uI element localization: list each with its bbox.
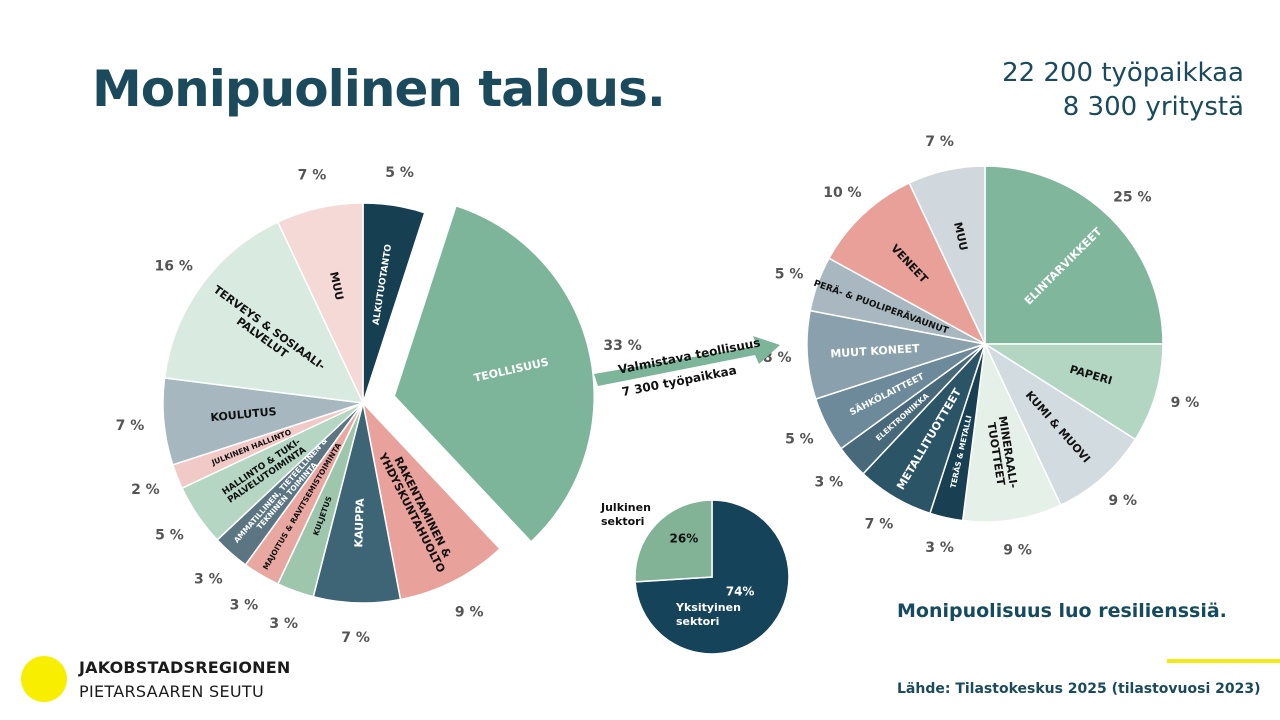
slice-alkutuotanto-percent: 5 %: [385, 165, 414, 181]
logo-circle: [21, 656, 67, 702]
slice-teollisuus-percent: 33 %: [603, 338, 641, 354]
slice-muu-label-line: MUU: [951, 221, 970, 252]
slice-muut-koneet-label: MUUT KONEET: [830, 342, 920, 361]
slice-muu-label-line: MUU: [327, 270, 346, 301]
slice-veneet-percent: 10 %: [823, 185, 861, 201]
slice-teollisuus: [393, 204, 595, 543]
slice-kauppa-percent: 7 %: [341, 630, 370, 646]
slice-kumi-muovi: [983, 341, 1137, 507]
slice-muut-koneet-percent: 8 %: [763, 350, 792, 366]
slice-terveys-sosiaali-palvelut: [163, 221, 365, 404]
slice-mineraali-tuotteet-percent: 9 %: [1003, 543, 1032, 559]
slice-per-puoliper-vaunut-percent: 5 %: [775, 267, 804, 283]
slice-muu: [908, 165, 986, 345]
slice-muut-koneet-label-line: MUUT KONEET: [830, 342, 920, 361]
slice-veneet: [828, 181, 987, 346]
page-title: Monipuolinen talous.: [92, 60, 666, 118]
slice-muu-percent: 7 %: [925, 134, 954, 150]
logo-name-swedish: JAKOBSTADSREGIONEN: [79, 658, 291, 677]
arrow-shape: [594, 336, 780, 386]
slice-ter-s-metalli-percent: 3 %: [925, 540, 954, 556]
slice-kauppa-label-line: KAUPPA: [352, 498, 367, 548]
slice-paperi: [982, 343, 1164, 441]
slice-muut-koneet: [806, 309, 986, 400]
tagline: Monipuolisuus luo resilienssiä.: [897, 600, 1227, 622]
slice-yksityinen-sektori-label: Yksityinen sektori: [675, 601, 741, 628]
slice-muu-percent: 7 %: [298, 168, 327, 184]
slice-majoitus-ravitsemistoiminta-percent: 3 %: [230, 597, 259, 613]
slice-julkinen-sektori: [634, 499, 713, 583]
jobs-count: 22 200 työpaikkaa: [1002, 58, 1244, 88]
slice-julkinen-sektori-percent: 26%: [670, 532, 699, 546]
slice-s-hk-laitteet-percent: 5 %: [785, 432, 814, 448]
slice-elektroniikka-percent: 3 %: [814, 475, 843, 491]
slice-julkinen-sektori-label: Julkinen sektori: [600, 501, 651, 528]
slice-hallinto-tuki-palvelutoiminta-percent: 5 %: [155, 528, 184, 544]
source-note: Lähde: Tilastokeskus 2025 (tilastovuosi …: [897, 681, 1261, 697]
slice-koulutus-label-line: KOULUTUS: [210, 405, 277, 424]
slice-muu: [276, 202, 364, 404]
label-line: sektori: [601, 515, 644, 528]
label-line: sektori: [676, 615, 719, 628]
slice-elintarvikkeet: [984, 165, 1164, 345]
label-line: Julkinen: [600, 501, 651, 514]
accent-line: [1167, 659, 1280, 663]
slice-elintarvikkeet-percent: 25 %: [1113, 190, 1151, 206]
slice-paperi-percent: 9 %: [1171, 395, 1200, 411]
companies-count: 8 300 yritystä: [1062, 92, 1244, 122]
slice-rakentaminen-yhdyskuntahuolto-percent: 9 %: [455, 605, 484, 621]
slice-rakentaminen-yhdyskuntahuolto: [361, 400, 501, 601]
slice-yksityinen-sektori-percent: 74%: [726, 584, 755, 598]
stats-block: 22 200 työpaikkaa 8 300 yritystä: [1002, 56, 1244, 124]
slice-muu-label: MUU: [327, 270, 346, 301]
slice-koulutus-label: KOULUTUS: [210, 405, 277, 424]
slice-kauppa-label: KAUPPA: [352, 498, 367, 548]
label-line: Yksityinen: [675, 601, 741, 614]
slice-mineraali-tuotteet: [961, 341, 1062, 523]
slice-julkinen-hallinto-percent: 2 %: [131, 482, 160, 498]
slice-kuljetus-percent: 3 %: [269, 616, 298, 632]
slice-muu-label: MUU: [951, 221, 970, 252]
slice-koulutus-percent: 7 %: [116, 418, 145, 434]
slice-kumi-muovi-percent: 9 %: [1108, 493, 1137, 509]
slice-metallituotteet-percent: 7 %: [865, 516, 894, 532]
slice-terveys-sosiaali-palvelut-percent: 16 %: [155, 259, 193, 275]
slice-ammatillinen-tieteellinen-tekninen-toiminta-percent: 3 %: [194, 572, 223, 588]
logo-name-finnish: PIETARSAAREN SEUTU: [79, 682, 265, 701]
